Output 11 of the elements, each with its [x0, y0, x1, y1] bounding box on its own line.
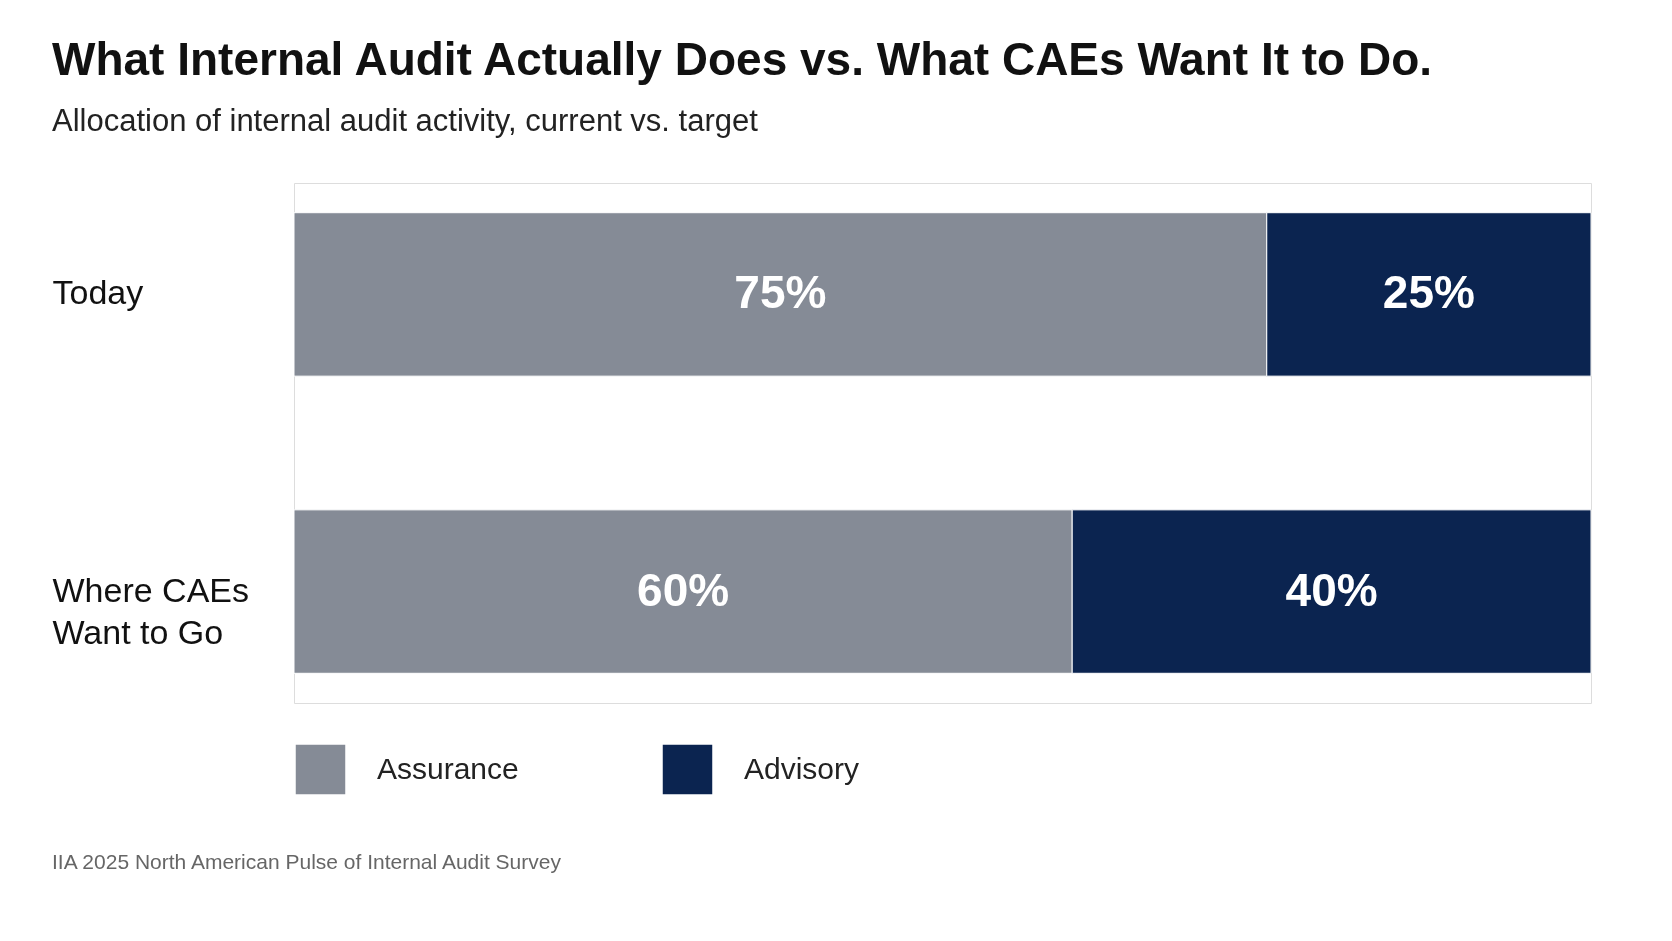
legend-label: Advisory — [744, 751, 860, 785]
data-label: 25% — [1382, 266, 1475, 319]
data-label: 40% — [1285, 563, 1378, 616]
text: IIA 2025 North American Pulse of Internal Audit Survey — [52, 850, 562, 873]
chart-subtitle: Allocation of internal audit activity, current vs. target — [52, 103, 759, 138]
data-label: 75% — [734, 266, 827, 319]
y-tick-label: Today — [52, 273, 144, 312]
legend-label: Assurance — [377, 751, 519, 785]
chart-title: What Internal Audit Actually Does vs. What CAEs Want It to Do. — [52, 33, 1433, 85]
data-label: 60% — [637, 563, 730, 616]
y-tick-label: Where CAEs Want to Go — [52, 570, 249, 651]
